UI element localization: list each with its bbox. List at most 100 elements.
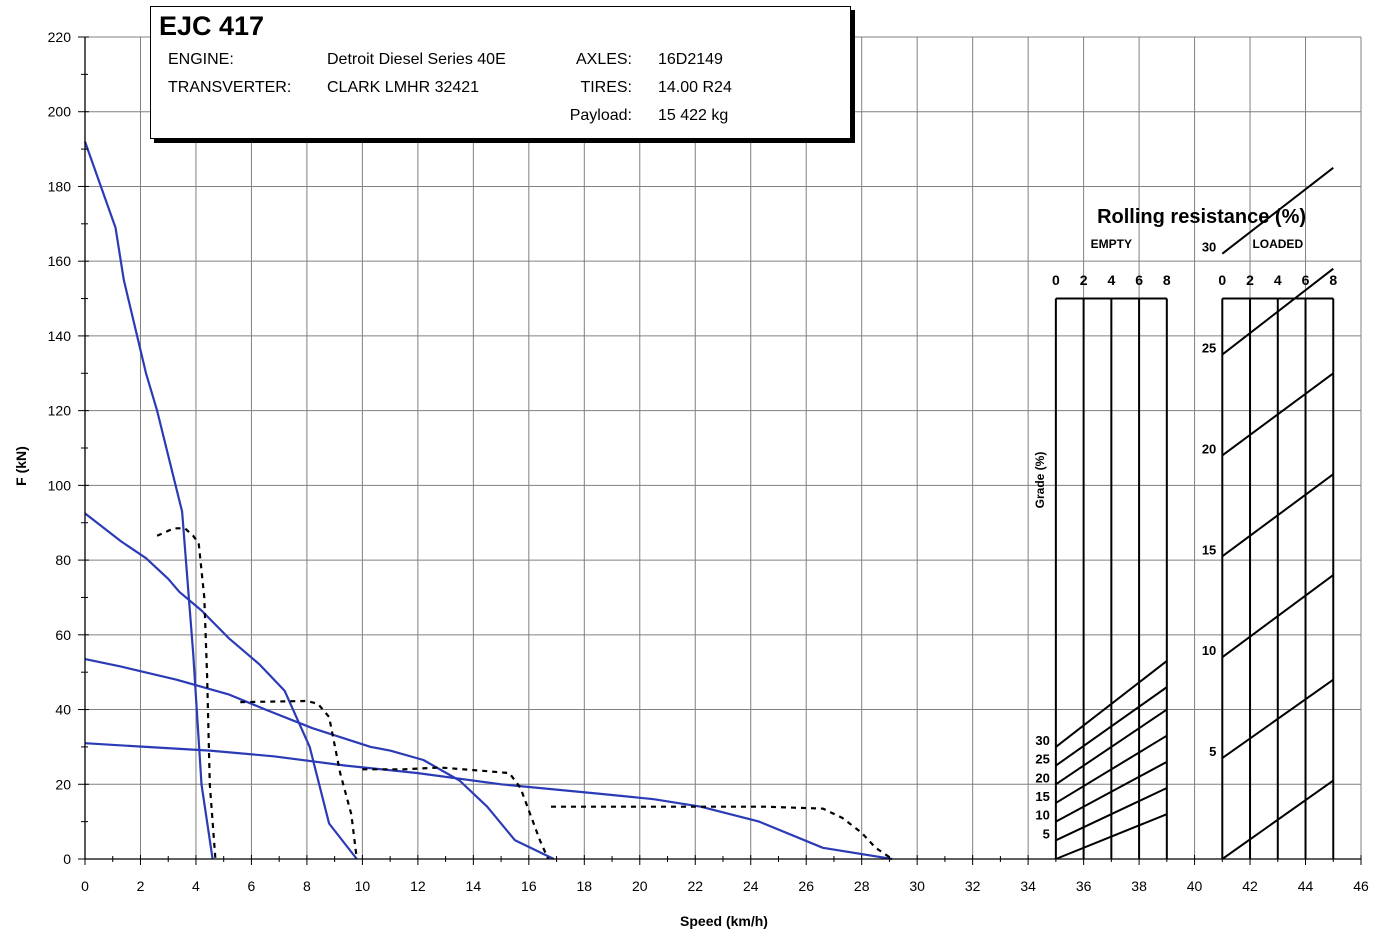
x-tick-label: 16 — [521, 878, 537, 894]
tractive-effort-curve-2 — [84, 512, 358, 860]
axles-label: AXLES: — [575, 51, 632, 68]
retarder-curve-7 — [362, 766, 550, 860]
grade-line — [1055, 708, 1168, 786]
grade-label: 10 — [1202, 643, 1216, 658]
rr-tick-label: 8 — [1163, 272, 1171, 288]
tires-value: 14.00 R24 — [658, 79, 732, 96]
x-tick-label: 10 — [355, 878, 371, 894]
grade-line — [1055, 787, 1168, 842]
y-tick-label: 220 — [48, 29, 72, 45]
grade-line — [1055, 760, 1168, 823]
plot-series — [83, 141, 893, 861]
rr-tick-label: 0 — [1052, 272, 1060, 288]
grade-line — [1055, 660, 1168, 748]
x-tick-label: 26 — [798, 878, 814, 894]
rr-tick-label: 0 — [1218, 272, 1226, 288]
grade-label: 30 — [1202, 240, 1216, 255]
y-tick-label: 100 — [48, 477, 72, 493]
x-tick-label: 8 — [303, 878, 311, 894]
grid — [85, 36, 1362, 859]
grade-line — [1221, 166, 1334, 255]
grade-line — [1221, 372, 1334, 457]
x-tick-label: 44 — [1298, 878, 1314, 894]
grade-label: 30 — [1035, 733, 1049, 748]
x-tick-label: 12 — [410, 878, 426, 894]
x-tick-label: 38 — [1131, 878, 1147, 894]
rr-tick-label: 4 — [1274, 272, 1282, 288]
payload-value: 15 422 kg — [658, 107, 729, 124]
grade-line — [1221, 678, 1334, 759]
y-tick-label: 80 — [55, 552, 71, 568]
x-tick-label: 2 — [137, 878, 145, 894]
grade-label: 25 — [1035, 752, 1049, 767]
grade-axis-label: Grade (%) — [1033, 452, 1047, 509]
tractive-effort-curve-4 — [84, 742, 893, 861]
x-tick-label: 32 — [965, 878, 981, 894]
rr-tick-label: 6 — [1135, 272, 1143, 288]
x-axis-title: Speed (km/h) — [680, 913, 768, 929]
grade-label: 5 — [1043, 826, 1050, 841]
grade-label: 15 — [1035, 789, 1049, 804]
x-tick-label: 30 — [909, 878, 925, 894]
tractive-effort-curve-3 — [84, 658, 555, 860]
grade-line — [1221, 574, 1334, 659]
payload-label: Payload: — [569, 107, 632, 124]
grade-line — [1055, 734, 1168, 804]
vehicle-model-title: EJC 417 — [159, 11, 265, 41]
grade-line — [1055, 686, 1168, 767]
y-tick-label: 60 — [55, 627, 71, 643]
y-tick-label: 0 — [63, 851, 71, 867]
x-tick-label: 0 — [81, 878, 89, 894]
x-tick-label: 20 — [632, 878, 648, 894]
x-tick-label: 42 — [1242, 878, 1258, 894]
y-tick-label: 120 — [48, 403, 72, 419]
tractive-effort-curve-1 — [83, 141, 214, 860]
x-tick-label: 4 — [192, 878, 200, 894]
grade-line — [1221, 779, 1334, 860]
x-tick-label: 6 — [248, 878, 256, 894]
vehicle-info-box: EJC 417 ENGINE: Detroit Diesel Series 40… — [150, 6, 851, 139]
retarder-curve-5 — [156, 527, 217, 860]
grade-label: 15 — [1202, 542, 1216, 557]
rr-tick-label: 8 — [1329, 272, 1337, 288]
grade-label: 10 — [1035, 808, 1049, 823]
grade-label: 25 — [1202, 341, 1216, 356]
rr-tick-label: 6 — [1302, 272, 1310, 288]
x-tick-label: 34 — [1020, 878, 1036, 894]
nomogram-title: Rolling resistance (%) — [1097, 206, 1306, 228]
x-tick-label: 14 — [466, 878, 482, 894]
grade-label: 5 — [1209, 744, 1216, 759]
x-tick-label: 22 — [687, 878, 703, 894]
axes: 0 2 4 6 8 10 12 14 16 18 20 22 24 26 28 30 32 34 36 38 40 42 4… — [48, 29, 1369, 894]
grade-line — [1055, 813, 1168, 860]
panel-label-empty: EMPTY — [1091, 237, 1132, 251]
grade-line — [1221, 473, 1334, 558]
engine-label: ENGINE: — [168, 51, 234, 68]
grade-label: 20 — [1035, 770, 1049, 785]
rr-tick-label: 2 — [1080, 272, 1088, 288]
tires-label: TIRES: — [580, 79, 632, 96]
x-tick-label: 24 — [743, 878, 759, 894]
x-tick-label: 36 — [1076, 878, 1092, 894]
panel-label-loaded: LOADED — [1252, 237, 1303, 251]
y-tick-label: 160 — [48, 253, 72, 269]
y-tick-label: 180 — [48, 178, 72, 194]
y-tick-label: 40 — [55, 702, 71, 718]
rr-tick-label: 4 — [1107, 272, 1115, 288]
x-tick-label: 40 — [1187, 878, 1203, 894]
grade-line — [1221, 267, 1334, 356]
x-tick-label: 18 — [577, 878, 593, 894]
rolling-resistance-nomogram: Rolling resistance (%) Grade (%) EMPTY 0 2 4 6… — [1033, 166, 1337, 860]
rr-tick-label: 2 — [1246, 272, 1254, 288]
y-tick-label: 200 — [48, 104, 72, 120]
x-tick-label: 28 — [854, 878, 870, 894]
retarder-curve-8 — [551, 805, 893, 860]
y-axis-title: F (kN) — [13, 446, 29, 486]
grade-label: 20 — [1202, 441, 1216, 456]
axles-value: 16D2149 — [658, 51, 723, 68]
y-tick-label: 20 — [55, 776, 71, 792]
x-tick-label: 46 — [1353, 878, 1369, 894]
transverter-value: CLARK LMHR 32421 — [327, 79, 480, 96]
y-tick-label: 140 — [48, 328, 72, 344]
